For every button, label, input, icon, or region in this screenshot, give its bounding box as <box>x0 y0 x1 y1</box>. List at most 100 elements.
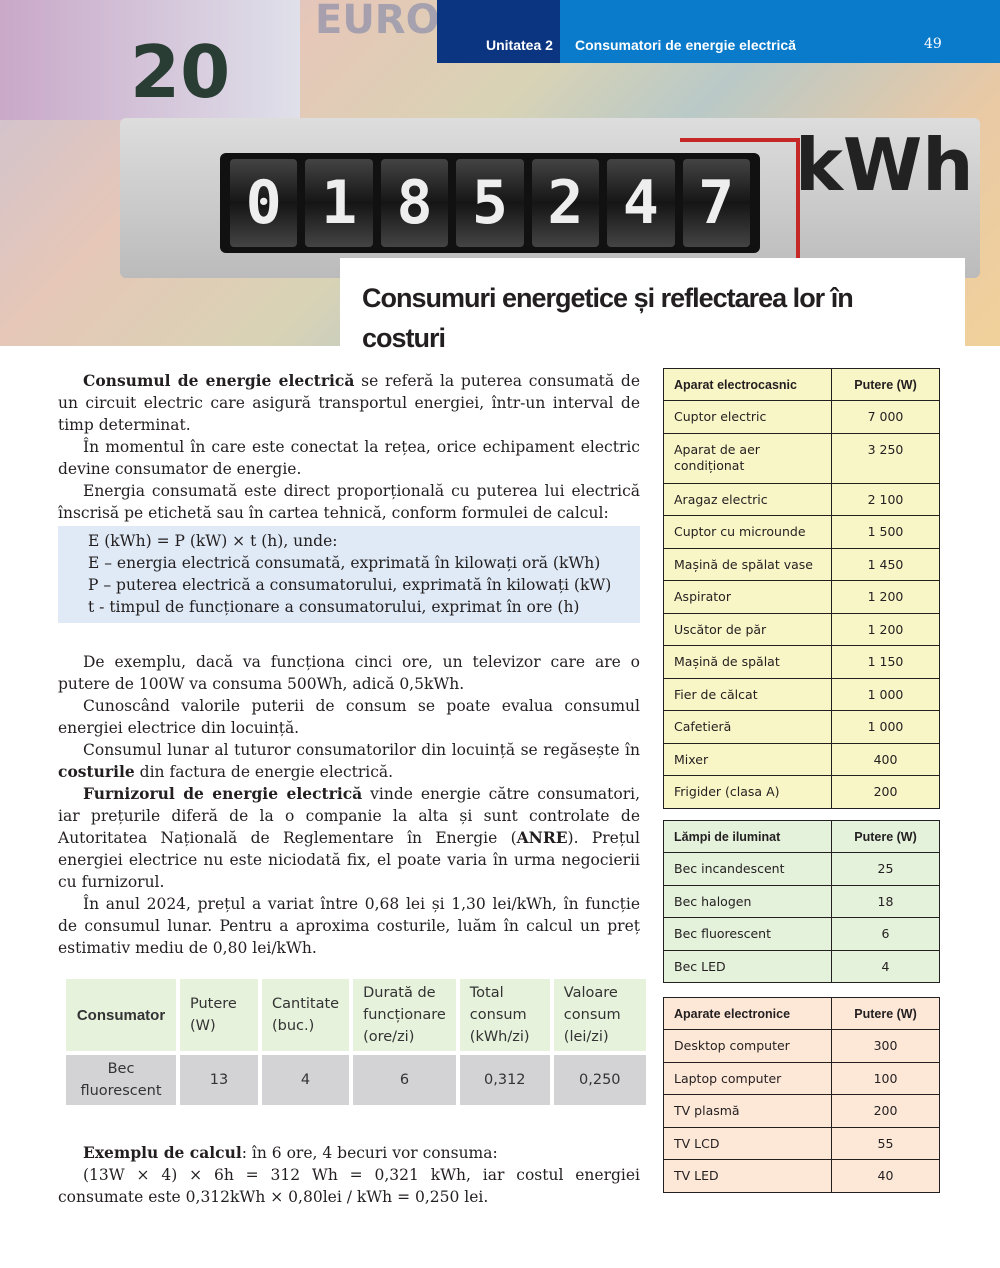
column-header: Aparat electrocasnic <box>663 368 832 401</box>
counter-digit: 2 <box>531 159 600 247</box>
counter-digit: 4 <box>607 159 675 247</box>
formula-line: t - timpul de funcționare a consumatorul… <box>88 598 580 616</box>
counter-digit: 7 <box>682 159 750 247</box>
item-power: 3 250 <box>831 432 940 484</box>
item-power: 6 <box>831 917 940 951</box>
item-power: 4 <box>831 949 940 983</box>
item-power: 2 100 <box>831 482 940 516</box>
meter-red-frame <box>680 138 800 268</box>
item-power: 200 <box>831 775 940 809</box>
table-row: Bec incandescent 25 <box>663 852 940 886</box>
column-header: Total consum (kWh/zi) <box>459 979 550 1051</box>
item-name: Bec fluorescent <box>663 917 832 951</box>
column-header: Consumator <box>66 979 176 1051</box>
item-name: Aparat de aer condiționat <box>663 432 832 484</box>
table-row: TV LCD 55 <box>663 1126 940 1160</box>
item-name: Aspirator <box>663 580 832 614</box>
body-text: De exemplu, dacă va funcționa cinci ore,… <box>58 651 640 959</box>
item-name: Mixer <box>663 742 832 776</box>
calculation-table: Consumator Putere (W) Cantitate (buc.) D… <box>62 975 650 1109</box>
meter-unit: kWh <box>795 123 974 207</box>
table-row: TV plasmă 200 <box>663 1094 940 1128</box>
item-name: Bec halogen <box>663 884 832 918</box>
paragraph: Energia consumată este direct proporțion… <box>58 482 640 522</box>
header-bar: Consumatori de energie electrică 49 <box>560 0 1000 63</box>
item-name: TV plasmă <box>663 1094 832 1128</box>
column-header: Lămpi de iluminat <box>663 820 832 853</box>
item-power: 100 <box>831 1061 940 1095</box>
table-row: Desktop computer 300 <box>663 1029 940 1063</box>
column-header: Putere (W) <box>180 979 258 1051</box>
paragraph: Consumul de energie electrică se referă … <box>58 371 640 434</box>
counter-digit: 1 <box>305 159 373 247</box>
table-row: Bec fluorescent 13 4 6 0,312 0,250 <box>66 1055 646 1105</box>
item-name: Fier de călcat <box>663 677 832 711</box>
item-power: 1 150 <box>831 645 940 679</box>
item-name: TV LED <box>663 1159 832 1193</box>
table-row: Uscător de păr 1 200 <box>663 612 940 646</box>
table-row: Aragaz electric 2 100 <box>663 482 940 516</box>
item-power: 300 <box>831 1029 940 1063</box>
paragraph: Cunoscând valorile puterii de consum se … <box>58 697 640 737</box>
item-power: 1 500 <box>831 515 940 549</box>
item-name: Desktop computer <box>663 1029 832 1063</box>
column-header: Valoare consum (lei/zi) <box>553 979 646 1051</box>
table-row: Aparat de aer condiționat 3 250 <box>663 432 940 484</box>
item-power: 1 450 <box>831 547 940 581</box>
column-header: Cantitate (buc.) <box>262 979 350 1051</box>
table-row: Cafetieră 1 000 <box>663 710 940 744</box>
table-row: Mașină de spălat 1 150 <box>663 645 940 679</box>
column-header: Putere (W) <box>831 820 940 853</box>
banknote-20: 20 <box>0 0 300 120</box>
item-power: 18 <box>831 884 940 918</box>
lamps-table: Lămpi de iluminat Putere (W) Bec incandesc… <box>663 820 940 983</box>
title-box: Consumuri energetice și reflectarea lor … <box>340 258 965 353</box>
item-name: Bec LED <box>663 949 832 983</box>
column-header: Aparate electronice <box>663 997 832 1030</box>
table-row: Bec fluorescent 6 <box>663 917 940 951</box>
table-row: Aspirator 1 200 <box>663 580 940 614</box>
item-power: 1 000 <box>831 677 940 711</box>
header-unit: Unitatea 2 <box>437 0 560 63</box>
item-name: Frigider (clasa A) <box>663 775 832 809</box>
counter-digit: 8 <box>380 159 449 247</box>
table-row: Mașină de spălat vase 1 450 <box>663 547 940 581</box>
item-name: Mașină de spălat <box>663 645 832 679</box>
page-title: Consumuri energetice și reflectarea lor … <box>362 283 854 353</box>
table-row: Bec LED 4 <box>663 949 940 983</box>
column-header: Putere (W) <box>831 368 940 401</box>
item-power: 40 <box>831 1159 940 1193</box>
table-row: Mixer 400 <box>663 742 940 776</box>
item-power: 400 <box>831 742 940 776</box>
paragraph: În anul 2024, prețul a variat între 0,68… <box>58 895 640 957</box>
appliances-table: Aparat electrocasnic Putere (W) Cuptor ele… <box>663 368 940 809</box>
item-name: Mașină de spălat vase <box>663 547 832 581</box>
paragraph: Furnizorul de energie electrică vinde en… <box>58 784 640 891</box>
formula-line: P – puterea electrică a consumatorului, … <box>88 576 612 594</box>
item-power: 55 <box>831 1126 940 1160</box>
formula-line: E – energia electrică consumată, exprima… <box>88 554 601 572</box>
table-row: Frigider (clasa A) 200 <box>663 775 940 809</box>
example-text: Exemplu de calcul: în 6 ore, 4 becuri vo… <box>58 1143 640 1206</box>
formula-box: E (kWh) = P (kW) × t (h), unde: E – ener… <box>58 526 640 623</box>
table-row: Cuptor electric 7 000 <box>663 400 940 434</box>
electronics-table: Aparate electronice Putere (W) Desktop com… <box>663 997 940 1193</box>
item-name: TV LCD <box>663 1126 832 1160</box>
counter-digit: 0 <box>230 159 298 247</box>
page-number: 49 <box>924 36 942 52</box>
banknote-euro: EURO <box>315 0 440 43</box>
item-name: Cuptor cu microunde <box>663 515 832 549</box>
item-name: Aragaz electric <box>663 482 832 516</box>
item-name: Uscător de păr <box>663 612 832 646</box>
intro-text: Consumul de energie electrică se referă … <box>58 370 640 524</box>
table-row: Laptop computer 100 <box>663 1061 940 1095</box>
item-name: Bec incandescent <box>663 852 832 886</box>
item-name: Cafetieră <box>663 710 832 744</box>
header-chapter: Consumatori de energie electrică <box>575 37 796 53</box>
item-power: 25 <box>831 852 940 886</box>
paragraph: Consumul lunar al tuturor consumatorilor… <box>58 741 640 781</box>
item-power: 1 000 <box>831 710 940 744</box>
item-name: Laptop computer <box>663 1061 832 1095</box>
